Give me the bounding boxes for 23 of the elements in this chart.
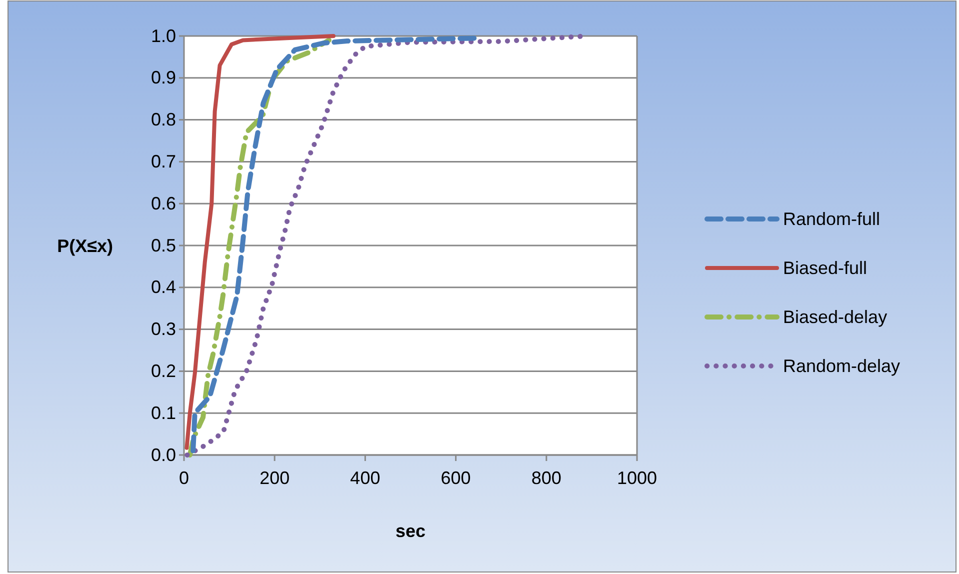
y-axis-title: P(X≤x): [57, 236, 114, 256]
legend-label: Random-delay: [783, 356, 900, 376]
x-tick-label: 800: [531, 468, 562, 488]
y-tick-label: 0.3: [150, 319, 176, 340]
x-tick-label: 200: [260, 468, 290, 488]
x-tick-label: 0: [178, 468, 190, 488]
y-tick-label: 0.6: [150, 193, 176, 214]
y-tick-label: 0.8: [150, 110, 176, 130]
y-tick-label: 0.0: [150, 444, 176, 465]
y-tick-label: 0.9: [150, 68, 176, 88]
y-tick-label: 1.0: [150, 26, 176, 46]
y-tick-label: 0.4: [150, 277, 176, 298]
legend-label: Biased-full: [783, 258, 868, 278]
x-tick-label: 600: [440, 468, 471, 488]
x-tick-label: 1000: [616, 468, 658, 488]
x-axis-title: sec: [395, 521, 426, 541]
y-tick-label: 0.5: [150, 235, 176, 256]
legend-label: Random-full: [783, 209, 880, 229]
y-tick-label: 0.2: [150, 360, 176, 381]
x-tick-label: 400: [350, 468, 380, 488]
legend-label: Biased-delay: [783, 307, 888, 327]
y-tick-label: 0.7: [150, 151, 176, 172]
y-tick-label: 0.1: [150, 402, 176, 423]
